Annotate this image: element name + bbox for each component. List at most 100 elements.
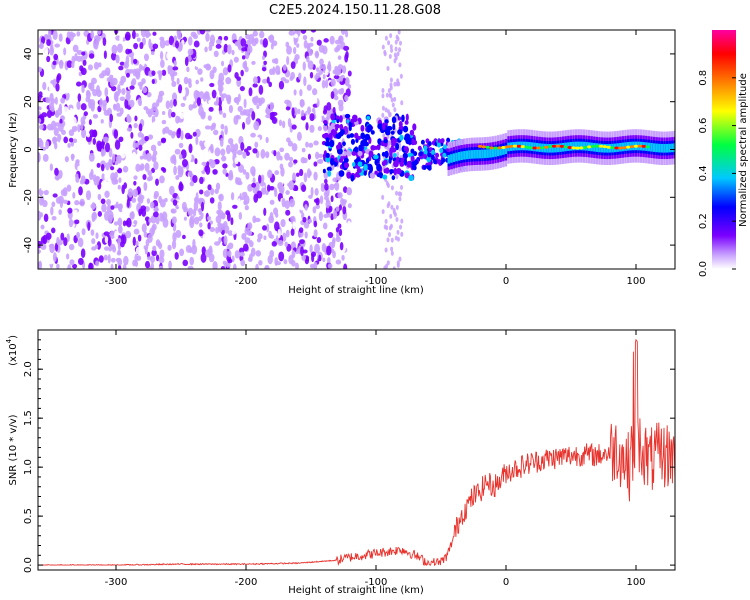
spectrogram-tone-core [587,145,592,149]
spectrogram-noise-cell [233,56,239,63]
spectrogram-noise-cell [344,53,349,63]
spectrogram-noise-cell [298,227,304,234]
spectrogram-noise-cell [286,45,292,55]
spectrogram-signal-cell [346,134,351,139]
spectrogram-noise-cell [290,61,296,69]
spectrogram-noise-cell [142,174,147,181]
spectrogram-noise-cell [300,116,306,121]
spectrogram-noise-cell [384,247,388,253]
spectrogram-noise-cell [113,221,119,226]
spectrogram-tone-core [516,144,522,148]
spectrogram-noise-cell [217,221,222,228]
spectrogram-noise-cell [289,198,296,208]
spectrogram-noise-cell [38,66,42,73]
spectrogram-noise-cell [118,136,124,143]
spectrogram-noise-cell [313,161,318,167]
spectrogram-noise-cell [217,201,222,211]
spectrogram-signal-cell [354,132,359,139]
spectrogram-signal-cell [403,158,408,166]
spectrogram-noise-cell [113,104,117,111]
spectrogram-tone-cell [499,146,502,156]
spectrogram-noise-cell [310,186,314,197]
spectrogram-noise-cell [115,102,121,112]
spectrogram-tone-core [489,146,494,150]
spectrogram-noise-cell [181,158,188,168]
spectrogram-noise-cell [254,141,259,148]
spectrogram-noise-cell [212,261,218,269]
spectrogram-noise-cell [381,209,385,215]
spectrogram-signal-cell [384,150,389,159]
spectrogram-tone-core [606,145,611,149]
spectrogram-noise-cell [127,48,133,54]
spectrogram-noise-cell [303,221,310,229]
spectrogram-signal-cell [343,157,349,163]
spectrogram-noise-cell [146,152,152,162]
spectrogram-noise-cell [68,243,75,251]
spectrogram-signal-cell [381,161,386,167]
spectrogram-noise-cell [224,125,228,135]
spectrogram-noise-cell [313,140,319,146]
spectrogram-noise-cell [268,35,274,41]
spectrogram-noise-cell [103,231,110,236]
spectrogram-noise-cell [77,237,84,248]
spectrogram-noise-cell [248,240,254,248]
spectrogram-tone-cell [665,143,669,153]
spectrogram-signal-cell [430,154,435,160]
spectrogram-noise-cell [341,200,346,207]
spectrogram-signal-cell [377,123,384,130]
spectrogram-noise-cell [171,239,177,250]
spectrogram-noise-cell [241,121,246,130]
spectrogram-noise-cell [276,151,281,161]
spectrogram-noise-cell [389,213,393,219]
spectrogram-noise-cell [253,121,260,131]
spectrogram-noise-cell [175,175,180,180]
spectrogram-noise-cell [258,260,263,266]
spectrogram-noise-cell [115,201,119,209]
spectrogram-signal-cell [322,133,327,139]
snr-y-scale-close: ) [8,335,19,339]
spectrogram-noise-cell [62,199,68,204]
spectrogram-noise-cell [192,238,196,249]
spectrogram-noise-cell [82,209,88,217]
spectrogram-tone-cell [658,143,661,153]
spectrogram-signal-cell [441,157,446,163]
spectrogram-noise-cell [66,166,72,172]
spectrogram-noise-cell [144,135,149,142]
spectrogram-noise-cell [204,140,209,148]
spectrogram-y-ticks: -40 -20 0 20 40 [23,48,675,253]
spectrogram-noise-cell [133,220,138,225]
spectrogram-noise-cell [49,163,53,171]
spectrogram-noise-cell [115,54,120,64]
spectrogram-noise-cell [241,191,248,197]
spectrogram-signal-cell [324,141,331,147]
spectrogram-noise-cell [333,74,340,80]
spectrogram-noise-cell [116,43,123,53]
spectrogram-noise-cell [269,101,274,112]
spectrogram-tone-core [583,145,588,149]
snr-frame [37,329,676,571]
spectrogram-noise-cell [263,235,267,241]
spectrogram-noise-cell [237,115,241,120]
spectrogram-noise-cell [137,196,144,204]
spectrogram-noise-cell [142,86,148,94]
spectrogram-noise-cell [206,216,212,221]
spectrogram-noise-cell [256,104,260,110]
spectrogram-noise-cell [307,153,312,160]
spectrogram-noise-cell [396,236,400,242]
spectrogram-noise-cell [67,142,71,148]
spectrogram-noise-cell [133,42,139,50]
colorbar-tick-label: 0.2 [698,213,709,229]
spectrogram-noise-cell [115,164,119,170]
spectrogram-tone-core [524,145,529,149]
spectrogram-signal-cell [350,138,356,145]
spectrogram-noise-cell [192,131,197,137]
spectrogram-signal-cell [323,119,328,125]
spectrogram-noise-cell [400,100,404,106]
spectrogram-noise-cell [215,226,220,234]
spectrogram-tone-core [544,145,549,149]
spectrogram-signal-cell [363,163,368,171]
spectrogram-noise-cell [199,263,204,269]
spectrogram-tone-cell [496,147,500,157]
spectrogram-noise-cell [118,265,122,269]
spectrogram-noise-cell [149,201,155,209]
